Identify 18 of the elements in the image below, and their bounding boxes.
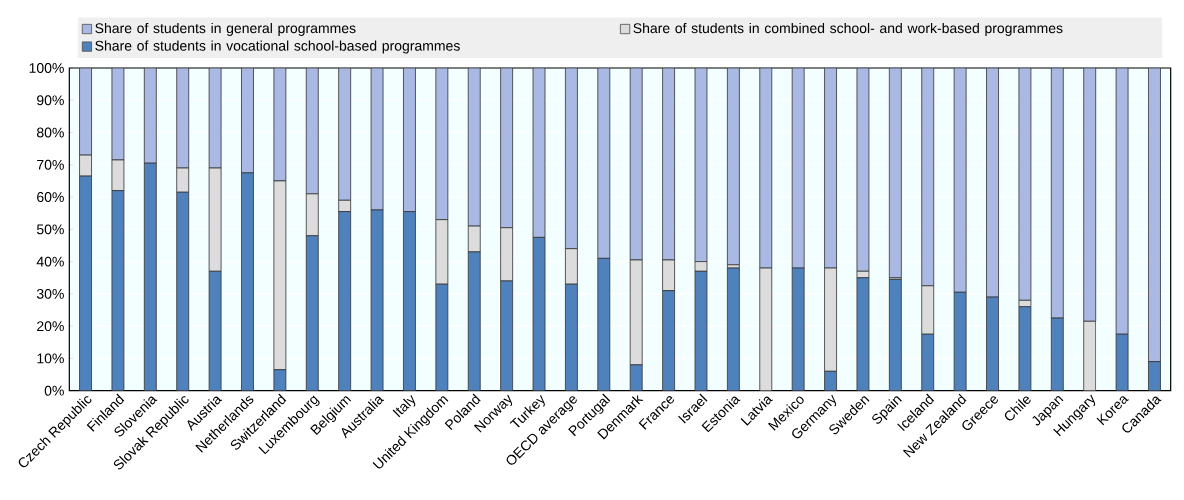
y-tick-label: 30%	[36, 288, 64, 299]
bar	[888, 68, 902, 279]
y-tick-label: 10%	[37, 353, 64, 364]
bar	[726, 267, 740, 391]
bar	[726, 68, 740, 266]
legend-label: Share of students in general programmes	[95, 22, 356, 36]
y-tick-label: 70%	[37, 159, 64, 170]
y-tick-label: 60%	[37, 192, 64, 203]
y-tick-label: 100%	[29, 63, 64, 73]
y-tick-label: 40%	[36, 256, 64, 267]
y-tick-label: 20%	[37, 321, 64, 332]
bar	[888, 278, 902, 391]
y-tick-label: 90%	[37, 95, 64, 106]
y-tick-label: 0%	[44, 385, 64, 396]
y-tick-label: 80%	[36, 127, 64, 138]
legend-label: Share of students in combined school- and work-based programmes	[633, 22, 1063, 36]
legend-label: Share of students in vocational school-based programmes	[95, 40, 460, 54]
y-tick-label: 50%	[36, 224, 64, 235]
